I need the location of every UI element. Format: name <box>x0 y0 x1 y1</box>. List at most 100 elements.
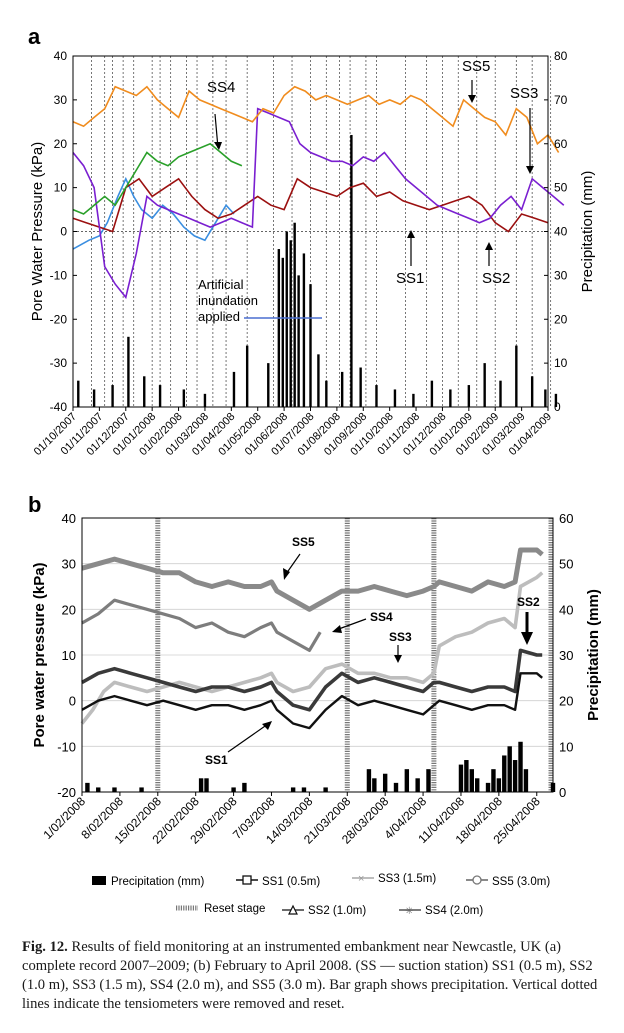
precip-bar-a <box>127 336 130 407</box>
arrow-ss4-b <box>335 618 367 631</box>
ytick-label-a: 40 <box>54 49 68 63</box>
annotation-ss5-b: SS5 <box>292 535 315 549</box>
precip-bar-a <box>393 389 397 407</box>
series-line-a-ss1 <box>72 176 235 250</box>
ytick-label-b: 40 <box>62 511 76 526</box>
ytick-label-a: 0 <box>60 225 67 239</box>
precip-bar-a <box>277 249 281 407</box>
y2tick-label-b: 40 <box>559 602 573 617</box>
precip-bar-a <box>232 371 236 407</box>
precip-bar-a <box>325 380 328 407</box>
precip-bar-a <box>430 380 434 407</box>
y2tick-label-b: 0 <box>559 785 566 800</box>
panel-a-label: a <box>28 24 41 49</box>
annotation-ss1-a: SS1 <box>396 270 424 287</box>
precip-bar-a <box>350 134 353 407</box>
precip-bar-a <box>111 385 114 407</box>
annotation-inundation-a-line1: Artificial <box>198 277 244 292</box>
precip-bar-b <box>112 787 117 792</box>
annotation-ss3-b: SS3 <box>389 630 412 644</box>
precip-bar-b <box>301 787 307 792</box>
annotation-ss5-a: SS5 <box>462 58 490 75</box>
y2tick-label-b: 20 <box>559 694 573 709</box>
precip-bar-a <box>289 240 292 407</box>
precip-bar-b <box>415 778 420 792</box>
figure-caption: Fig. 12. Results of field monitoring at … <box>22 938 610 1014</box>
ytick-label-a: -30 <box>50 356 68 370</box>
precip-bar-b <box>485 782 491 792</box>
precip-bar-a <box>449 389 452 407</box>
series-line-b-ss4 <box>81 598 322 653</box>
precip-bar-a <box>293 222 296 407</box>
y2tick-label-b: 60 <box>559 511 573 526</box>
precip-bar-a <box>245 345 249 407</box>
annotation-ss3-a: SS3 <box>510 85 538 102</box>
legend-precip-swatch <box>92 876 106 885</box>
arrowhead-ss3-a <box>526 166 534 174</box>
precip-bar-b <box>382 773 388 792</box>
caption-text: Results of field monitoring at an instru… <box>22 939 598 1012</box>
precip-bar-a <box>158 385 162 407</box>
ytick-label-a: 30 <box>54 93 68 107</box>
precip-bar-b <box>507 746 512 792</box>
precip-bar-a <box>483 363 486 407</box>
precip-bar-a <box>77 380 80 407</box>
y2tick-label-a: 50 <box>554 181 568 195</box>
precip-bar-a <box>182 389 186 407</box>
legend: Precipitation (mm) SS1 (0.5m) × SS3 (1.5m) S… <box>92 873 550 917</box>
y2tick-label-b: 10 <box>559 739 573 754</box>
series-line-b-ss1 <box>81 672 543 730</box>
precip-bar-a <box>281 257 284 407</box>
y2tick-label-a: 30 <box>554 268 568 282</box>
precip-bar-a <box>317 354 320 407</box>
ytick-label-b: 30 <box>62 557 76 572</box>
series-line-a-ss2 <box>72 177 549 233</box>
precip-bar-a <box>412 393 415 407</box>
y2tick-label-a: 20 <box>554 312 568 326</box>
ytick-label-b: -10 <box>57 739 76 754</box>
precip-bar-b <box>242 782 247 792</box>
precip-bar-a <box>544 389 547 407</box>
annotation-ss4-b: SS4 <box>370 610 393 624</box>
precip-bar-b <box>464 760 469 792</box>
precip-bar-b <box>523 769 529 792</box>
panel-a-chart: 403020100-10-20-30-408070605040302010001… <box>29 49 596 458</box>
panel-b-chart: 403020100-10-2060504030201001/02/20088/0… <box>31 511 602 847</box>
arrow-ss5-b <box>285 553 301 575</box>
ytick-label-a: 20 <box>54 137 68 151</box>
precip-bar-b <box>290 787 296 792</box>
ytick-label-a: -40 <box>50 400 68 414</box>
y2tick-label-b: 30 <box>559 648 573 663</box>
panel-b-label: b <box>28 492 41 517</box>
annotation-ss2-a: SS2 <box>482 270 510 287</box>
legend-reset-label: Reset stage <box>204 903 265 915</box>
figure: a 40 30 20 10 0 -10 -20 -30 -40 80 70 60 50 40 30 20 10 0… <box>28 24 602 917</box>
arrowhead-ss4-b <box>332 625 342 633</box>
legend-ss4-label: SS4 (2.0m) <box>425 905 483 917</box>
precip-bar-a <box>297 275 300 407</box>
annotation-inundation-a-line2: inundation <box>198 293 258 308</box>
arrowhead-ss3-b <box>394 655 402 663</box>
y2tick-label-a: 40 <box>554 225 568 239</box>
precip-bar-b <box>469 769 474 792</box>
legend-ss5-marker <box>472 875 482 885</box>
ytick-label-b: 20 <box>62 602 76 617</box>
ytick-label-a: -20 <box>50 312 68 326</box>
precip-bar-b <box>426 769 431 792</box>
precip-bar-a <box>267 363 270 407</box>
legend-ss3-label: SS3 (1.5m) <box>378 873 436 885</box>
series-line-a-ss5 <box>72 85 560 153</box>
series-line-b-ss5 <box>81 547 544 612</box>
precip-bar-a <box>92 389 96 407</box>
y2label-b: Precipitation (mm) <box>585 589 602 721</box>
precip-bar-b <box>475 778 480 792</box>
ytick-label-a: 10 <box>54 181 68 195</box>
plot-frame-b <box>81 517 554 793</box>
precip-bar-b <box>372 778 377 792</box>
precip-bar-b <box>85 782 90 792</box>
precip-bar-b <box>518 741 523 792</box>
caption-label: Fig. 12. <box>22 939 68 955</box>
series-line-b-ss2 <box>81 648 543 712</box>
precip-bar-b <box>323 787 328 792</box>
legend-ss1-marker <box>242 875 252 885</box>
